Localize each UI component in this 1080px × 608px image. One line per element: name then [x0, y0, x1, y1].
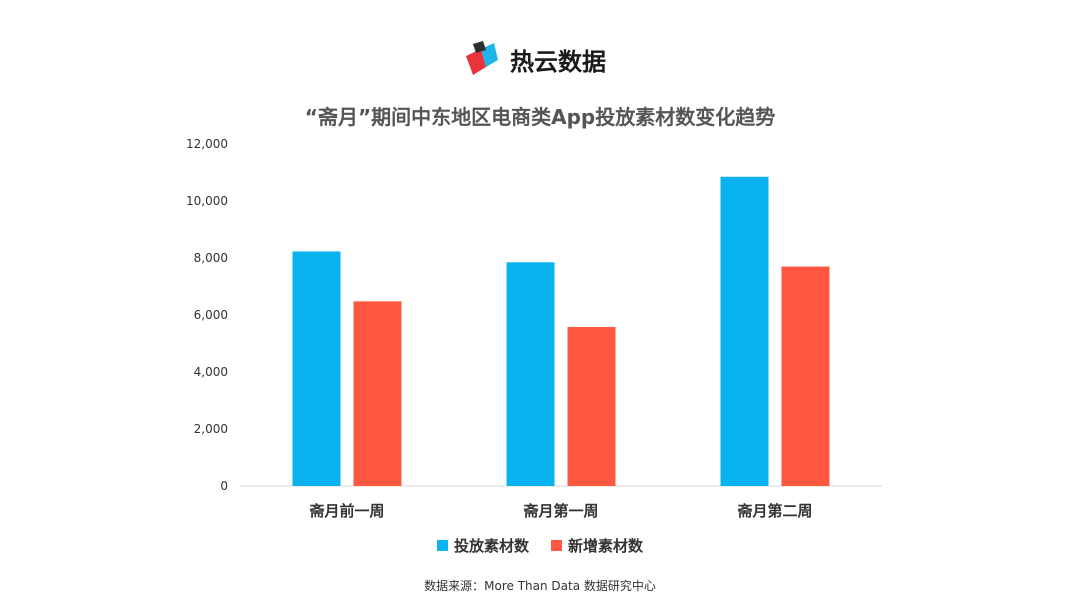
- legend-label: 投放素材数: [453, 537, 529, 555]
- bar: [353, 301, 402, 486]
- y-tick-label: 0: [220, 479, 228, 493]
- legend-item-series-1: 投放素材数: [436, 535, 529, 556]
- y-tick-label: 4,000: [194, 365, 228, 379]
- data-source-note: 数据来源：More Than Data 数据研究中心: [424, 579, 656, 593]
- y-tick-label: 8,000: [194, 251, 228, 265]
- legend-swatch: [436, 540, 448, 551]
- x-tick-label: 斋月第一周: [522, 502, 598, 520]
- brand-logo-icon: [466, 41, 498, 75]
- y-tick-label: 2,000: [194, 422, 228, 436]
- y-tick-label: 6,000: [194, 308, 228, 322]
- chart-legend: 投放素材数 新增素材数: [0, 535, 1080, 556]
- brand-name: 热云数据: [510, 47, 606, 76]
- brand-logo: 热云数据: [462, 36, 632, 82]
- bar: [720, 176, 769, 486]
- bar: [781, 266, 830, 486]
- bar: [292, 251, 341, 486]
- x-tick-label: 斋月前一周: [308, 502, 384, 520]
- bar: [506, 262, 555, 486]
- y-tick-label: 10,000: [186, 194, 228, 208]
- legend-item-series-2: 新增素材数: [551, 535, 643, 556]
- chart-title: “斋月”期间中东地区电商类App投放素材数变化趋势: [304, 105, 776, 129]
- bar: [567, 326, 616, 486]
- legend-label: 新增素材数: [568, 537, 644, 555]
- x-tick-label: 斋月第二周: [736, 502, 812, 520]
- y-tick-label: 12,000: [186, 137, 228, 151]
- legend-swatch: [551, 540, 562, 551]
